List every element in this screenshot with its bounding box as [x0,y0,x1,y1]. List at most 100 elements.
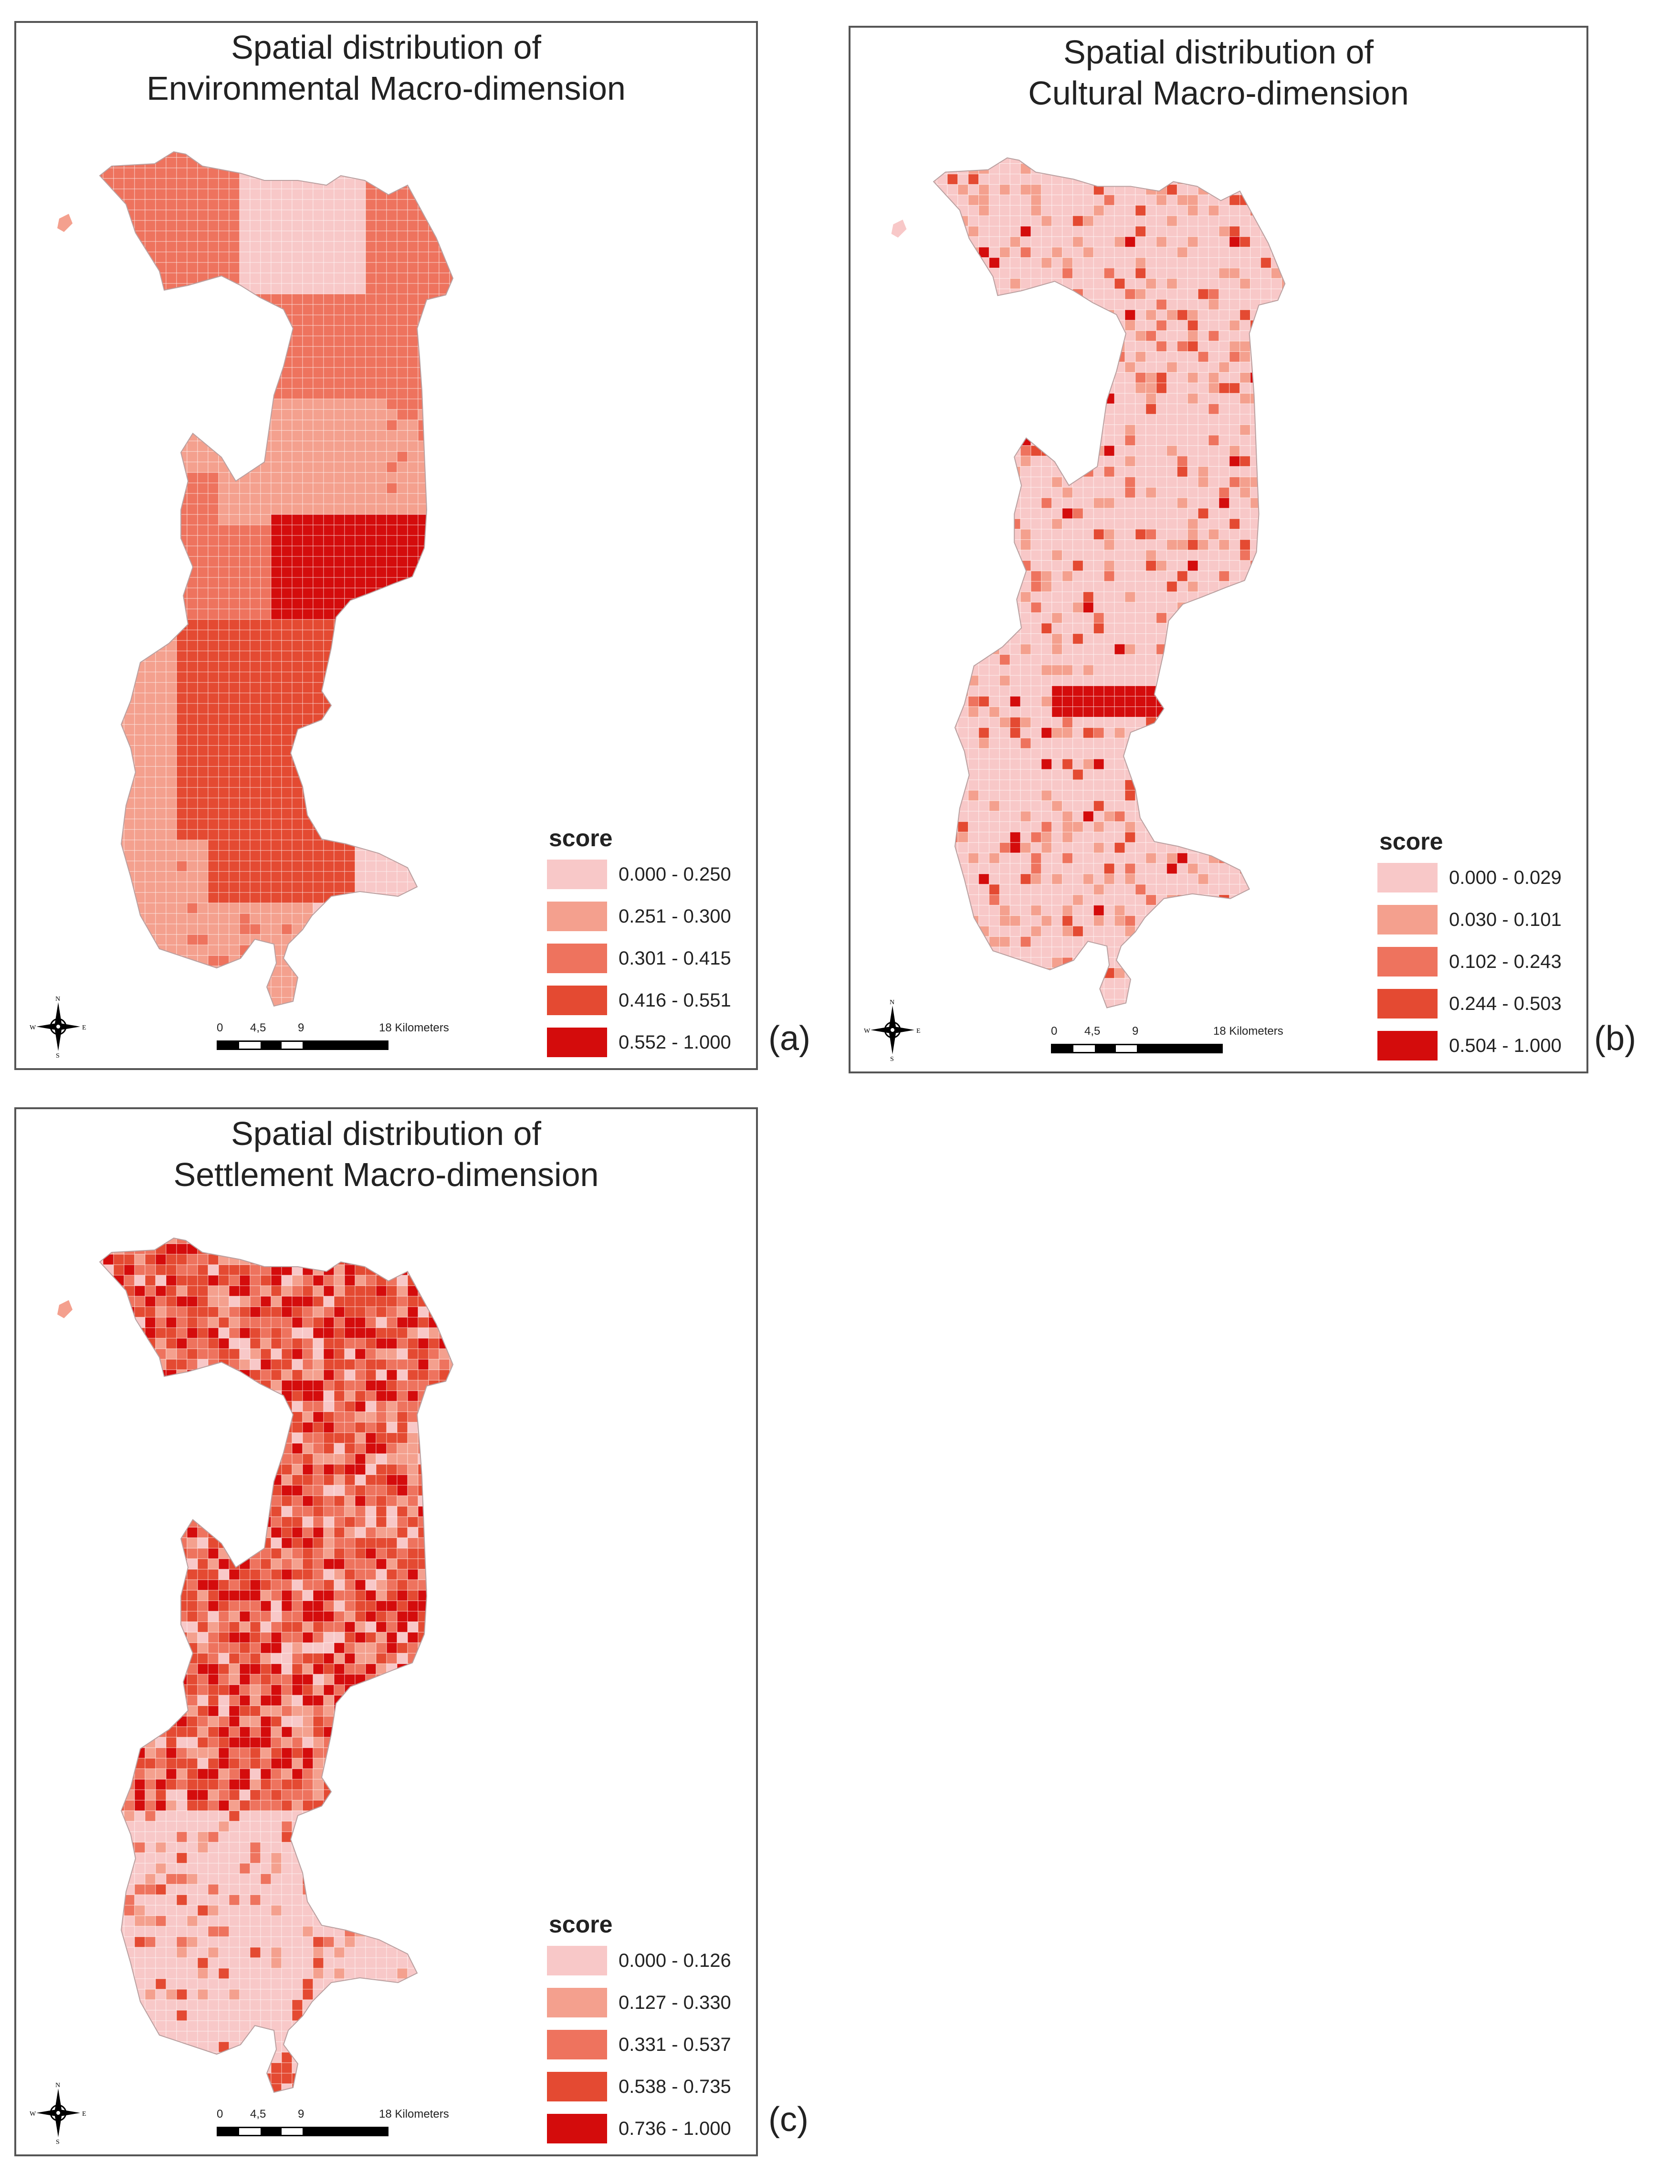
grid-cell [1082,257,1094,269]
grid-cell [978,717,990,728]
grid-cell [418,745,429,756]
grid-cell [365,735,377,746]
grid-cell [344,829,356,840]
grid-cell [1281,529,1285,540]
grid-cell [1145,633,1157,645]
grid-cell [936,288,948,300]
grid-cell [376,525,387,536]
grid-cell [260,787,272,798]
grid-cell [145,724,156,735]
grid-cell [208,430,219,441]
grid-cell [449,178,453,189]
grid-cell [1103,236,1115,248]
grid-cell [1103,288,1115,300]
grid-cell [1093,382,1104,394]
grid-cell [218,409,230,420]
grid-cell [113,756,125,767]
grid-cell [978,633,990,645]
grid-cell [271,252,282,263]
grid-cell [449,745,453,756]
grid-cell [407,283,419,294]
grid-cell [988,602,1000,613]
grid-cell [1030,581,1042,592]
grid-cell [1270,320,1282,331]
grid-cell [134,451,146,462]
grid-cell [365,189,377,200]
grid-cell [1197,226,1209,237]
grid-cell [1229,236,1240,248]
grid-cell [365,346,377,357]
grid-cell [229,210,240,221]
grid-cell [323,304,335,315]
grid-cell [1292,550,1302,560]
grid-cell [1020,685,1031,697]
grid-cell [281,451,293,462]
grid-cell [281,745,293,756]
grid-cell [1030,382,1042,394]
grid-cell [1009,393,1021,404]
map-panel-environmental: Spatial distribution of Environmental Ma… [14,21,758,1070]
grid-cell [281,567,293,578]
grid-cell [1197,194,1209,206]
grid-cell [229,892,240,903]
grid-cell [239,640,251,651]
grid-cell [1229,173,1240,185]
grid-cell [155,693,167,704]
grid-cell [271,661,282,672]
grid-cell [1292,278,1302,289]
grid-cell [968,215,979,227]
grid-cell [418,756,429,767]
grid-cell [344,462,356,473]
grid-cell [936,236,948,248]
grid-cell [1260,257,1272,269]
grid-cell [957,633,969,645]
grid-cell [1124,226,1136,237]
grid-cell [302,304,314,315]
grid-cell [1250,623,1261,634]
grid-cell [260,472,272,483]
grid-cell [947,247,958,258]
grid-cell [292,567,303,578]
grid-cell [957,455,969,467]
grid-cell [1239,215,1251,227]
grid-cell [271,714,282,725]
grid-cell [344,525,356,536]
grid-cell [1114,247,1125,258]
grid-cell [100,766,104,777]
grid-cell [428,588,440,599]
grid-cell [397,766,408,777]
grid-cell [155,199,167,210]
grid-cell [197,588,209,599]
grid-cell [988,476,1000,488]
grid-cell [1145,351,1157,363]
grid-cell [100,357,104,368]
grid-cell [124,892,135,903]
grid-cell [218,745,230,756]
grid-cell [1009,424,1021,436]
grid-cell [947,194,958,206]
grid-cell [1030,393,1042,404]
grid-cell [1260,602,1272,613]
grid-cell [1292,446,1302,456]
grid-cell [365,703,377,714]
grid-cell [334,1008,345,1018]
grid-cell [103,451,114,462]
grid-cell [260,609,272,620]
grid-cell [1072,247,1084,258]
grid-cell [93,1008,103,1018]
grid-cell [1218,508,1230,519]
grid-cell [934,529,937,540]
grid-cell [397,693,408,704]
grid-cell [208,609,219,620]
grid-cell [1197,518,1209,530]
grid-cell [1229,226,1240,237]
grid-cell [978,184,990,195]
grid-cell [313,283,324,294]
grid-cell [292,220,303,231]
grid-cell [439,262,450,273]
grid-cell [439,871,450,882]
grid-cell [1260,372,1272,383]
grid-cell [1250,581,1261,592]
grid-cell [1020,341,1031,352]
grid-cell [376,661,387,672]
